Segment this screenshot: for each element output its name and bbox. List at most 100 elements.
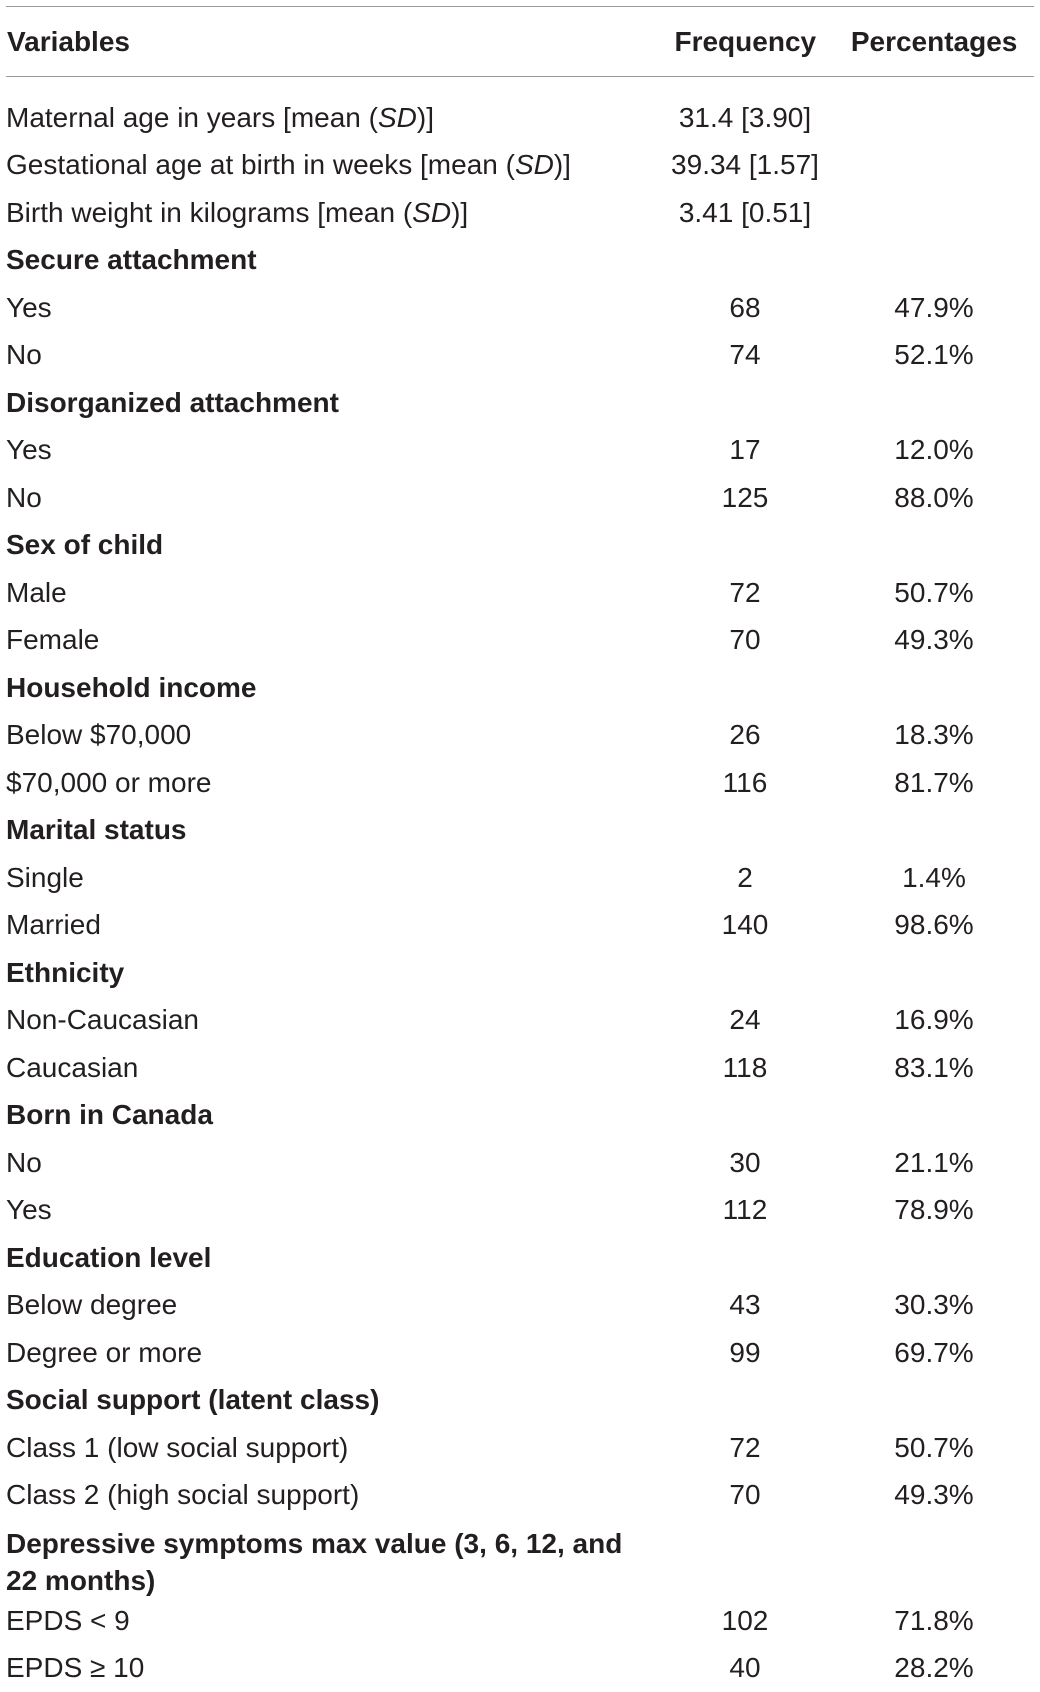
row-frequency: 68 — [656, 292, 834, 324]
row-frequency: 112 — [656, 1194, 834, 1226]
row-frequency: 74 — [656, 339, 834, 371]
row-frequency: 72 — [656, 1432, 834, 1464]
row-percentage: 28.2% — [834, 1652, 1034, 1684]
row-frequency: 118 — [656, 1052, 834, 1084]
section-label: Depressive symptoms max value (3, 6, 12,… — [6, 1525, 656, 1599]
row-frequency: 140 — [656, 909, 834, 941]
row-label: Below degree — [6, 1289, 656, 1321]
row-frequency: 31.4 [3.90] — [656, 102, 834, 134]
row-percentage: 50.7% — [834, 1432, 1034, 1464]
header-variables: Variables — [6, 26, 656, 58]
row-label: Degree or more — [6, 1337, 656, 1369]
row-percentage: 47.9% — [834, 292, 1034, 324]
table-section-row: Depressive symptoms max value (3, 6, 12,… — [6, 1519, 1034, 1597]
row-label: Below $70,000 — [6, 719, 656, 751]
row-label: No — [6, 339, 656, 371]
table-header-row: Variables Frequency Percentages — [6, 7, 1034, 76]
row-label: EPDS ≥ 10 — [6, 1652, 656, 1684]
row-label: Female — [6, 624, 656, 656]
section-label: Sex of child — [6, 529, 656, 561]
row-percentage: 52.1% — [834, 339, 1034, 371]
row-label: $70,000 or more — [6, 767, 656, 799]
row-frequency: 99 — [656, 1337, 834, 1369]
row-frequency: 72 — [656, 577, 834, 609]
row-percentage: 21.1% — [834, 1147, 1034, 1179]
row-frequency: 70 — [656, 624, 834, 656]
table-section-row: Household income — [6, 664, 1034, 712]
section-label: Born in Canada — [6, 1099, 656, 1131]
row-label: Maternal age in years [mean (SD)] — [6, 102, 656, 134]
table-header-rule — [6, 76, 1034, 77]
row-label: No — [6, 1147, 656, 1179]
section-label: Household income — [6, 672, 656, 704]
row-label-part: )] — [417, 102, 434, 133]
section-label: Ethnicity — [6, 957, 656, 989]
table-section-row: Secure attachment — [6, 237, 1034, 285]
row-frequency: 125 — [656, 482, 834, 514]
row-label-part: Gestational age at birth in weeks [mean … — [6, 149, 515, 180]
row-label: Yes — [6, 1194, 656, 1226]
row-label-part: Maternal age in years [mean ( — [6, 102, 378, 133]
row-label: No — [6, 482, 656, 514]
row-frequency: 3.41 [0.51] — [656, 197, 834, 229]
table-section-row: Marital status — [6, 807, 1034, 855]
row-percentage: 78.9% — [834, 1194, 1034, 1226]
table-section-row: Education level — [6, 1234, 1034, 1282]
row-label: Male — [6, 577, 656, 609]
table-body: Maternal age in years [mean (SD)]31.4 [3… — [6, 94, 1034, 1692]
table-section-row: Ethnicity — [6, 949, 1034, 997]
row-frequency: 102 — [656, 1605, 834, 1637]
row-frequency: 17 — [656, 434, 834, 466]
row-percentage: 71.8% — [834, 1605, 1034, 1637]
header-percentages: Percentages — [834, 26, 1034, 58]
section-label: Disorganized attachment — [6, 387, 656, 419]
row-frequency: 40 — [656, 1652, 834, 1684]
row-label-part: Birth weight in kilograms [mean ( — [6, 197, 412, 228]
table-row: Birth weight in kilograms [mean (SD)]3.4… — [6, 189, 1034, 237]
row-label: Gestational age at birth in weeks [mean … — [6, 149, 656, 181]
row-frequency: 26 — [656, 719, 834, 751]
row-percentage: 49.3% — [834, 1479, 1034, 1511]
row-label: Caucasian — [6, 1052, 656, 1084]
row-percentage: 88.0% — [834, 482, 1034, 514]
row-percentage: 1.4% — [834, 862, 1034, 894]
row-label: EPDS < 9 — [6, 1605, 656, 1637]
row-label-part: SD — [515, 149, 554, 180]
table-row: Maternal age in years [mean (SD)]31.4 [3… — [6, 94, 1034, 142]
header-frequency: Frequency — [656, 26, 834, 58]
row-frequency: 2 — [656, 862, 834, 894]
table-section-row: Sex of child — [6, 522, 1034, 570]
data-table: Variables Frequency Percentages Maternal… — [6, 6, 1034, 1692]
row-label: Non-Caucasian — [6, 1004, 656, 1036]
row-label-part: SD — [412, 197, 451, 228]
table-section-row: Social support (latent class) — [6, 1377, 1034, 1425]
row-frequency: 70 — [656, 1479, 834, 1511]
row-label: Class 2 (high social support) — [6, 1479, 656, 1511]
section-label-line: 22 months) — [6, 1562, 656, 1599]
row-frequency: 39.34 [1.57] — [656, 149, 834, 181]
section-label-line: Depressive symptoms max value (3, 6, 12,… — [6, 1525, 656, 1562]
row-percentage: 12.0% — [834, 434, 1034, 466]
row-frequency: 43 — [656, 1289, 834, 1321]
table-section-row: Born in Canada — [6, 1092, 1034, 1140]
row-label: Birth weight in kilograms [mean (SD)] — [6, 197, 656, 229]
row-label: Single — [6, 862, 656, 894]
row-label-part: )] — [451, 197, 468, 228]
row-label-part: SD — [378, 102, 417, 133]
row-label-part: )] — [554, 149, 571, 180]
row-label: Yes — [6, 434, 656, 466]
